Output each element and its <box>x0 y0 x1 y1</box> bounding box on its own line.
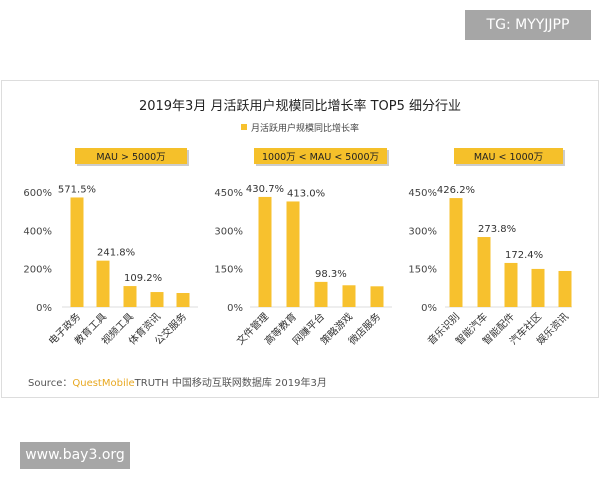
y-tick-label: 600% <box>23 188 52 199</box>
y-tick-label: 150% <box>408 265 437 276</box>
bottom-watermark: www.bay3.org <box>20 442 130 469</box>
bar <box>123 286 137 307</box>
y-tick-label: 450% <box>214 188 243 199</box>
top-watermark: TG: MYYJJPP <box>465 10 591 40</box>
data-label: 241.8% <box>97 248 135 259</box>
group-badge-label: MAU > 5000万 <box>96 152 165 163</box>
y-tick-label: 0% <box>227 303 243 314</box>
group-badge <box>254 148 387 164</box>
bar <box>150 292 164 307</box>
group-badge-label: MAU < 1000万 <box>474 152 543 163</box>
bar <box>558 270 572 307</box>
y-tick-label: 150% <box>214 265 243 276</box>
chart-card <box>1 80 599 398</box>
bar <box>449 198 463 307</box>
y-tick-label: 300% <box>214 226 243 237</box>
legend-label: 月活跃用户规模同比增长率 <box>251 122 359 134</box>
group-badge-label: 1000万 < MAU < 5000万 <box>262 152 379 163</box>
group-badge <box>454 148 563 164</box>
chart-title: 2019年3月 月活跃用户规模同比增长率 TOP5 细分行业 <box>139 98 461 114</box>
bar <box>531 268 545 307</box>
y-tick-label: 0% <box>36 303 52 314</box>
data-label: 571.5% <box>58 184 96 195</box>
bar <box>70 197 84 307</box>
bar <box>176 293 190 307</box>
data-label: 413.0% <box>287 188 325 199</box>
data-label: 98.3% <box>315 269 347 280</box>
y-tick-label: 200% <box>23 265 52 276</box>
y-tick-label: 300% <box>408 226 437 237</box>
bar <box>504 262 518 307</box>
y-tick-label: 0% <box>421 303 437 314</box>
bar <box>96 260 110 307</box>
bar <box>258 196 272 307</box>
source-label: Source： <box>28 378 73 389</box>
data-label: 273.8% <box>478 224 516 235</box>
data-label: 172.4% <box>505 250 543 261</box>
data-label: 426.2% <box>437 185 475 196</box>
y-tick-label: 450% <box>408 188 437 199</box>
bar <box>286 201 300 307</box>
bar <box>314 281 328 307</box>
data-label: 430.7% <box>246 184 284 195</box>
source-note: Source：QuestMobileTRUTH 中国移动互联网数据库 2019年… <box>28 374 327 389</box>
source-text: TRUTH 中国移动互联网数据库 2019年3月 <box>134 378 327 389</box>
legend-swatch <box>241 124 247 130</box>
data-label: 109.2% <box>124 273 162 284</box>
bar <box>370 286 384 307</box>
group-badge <box>75 148 187 164</box>
bar <box>477 237 491 307</box>
source-brand: QuestMobile <box>72 378 135 389</box>
bar <box>342 285 356 307</box>
y-tick-label: 400% <box>23 226 52 237</box>
